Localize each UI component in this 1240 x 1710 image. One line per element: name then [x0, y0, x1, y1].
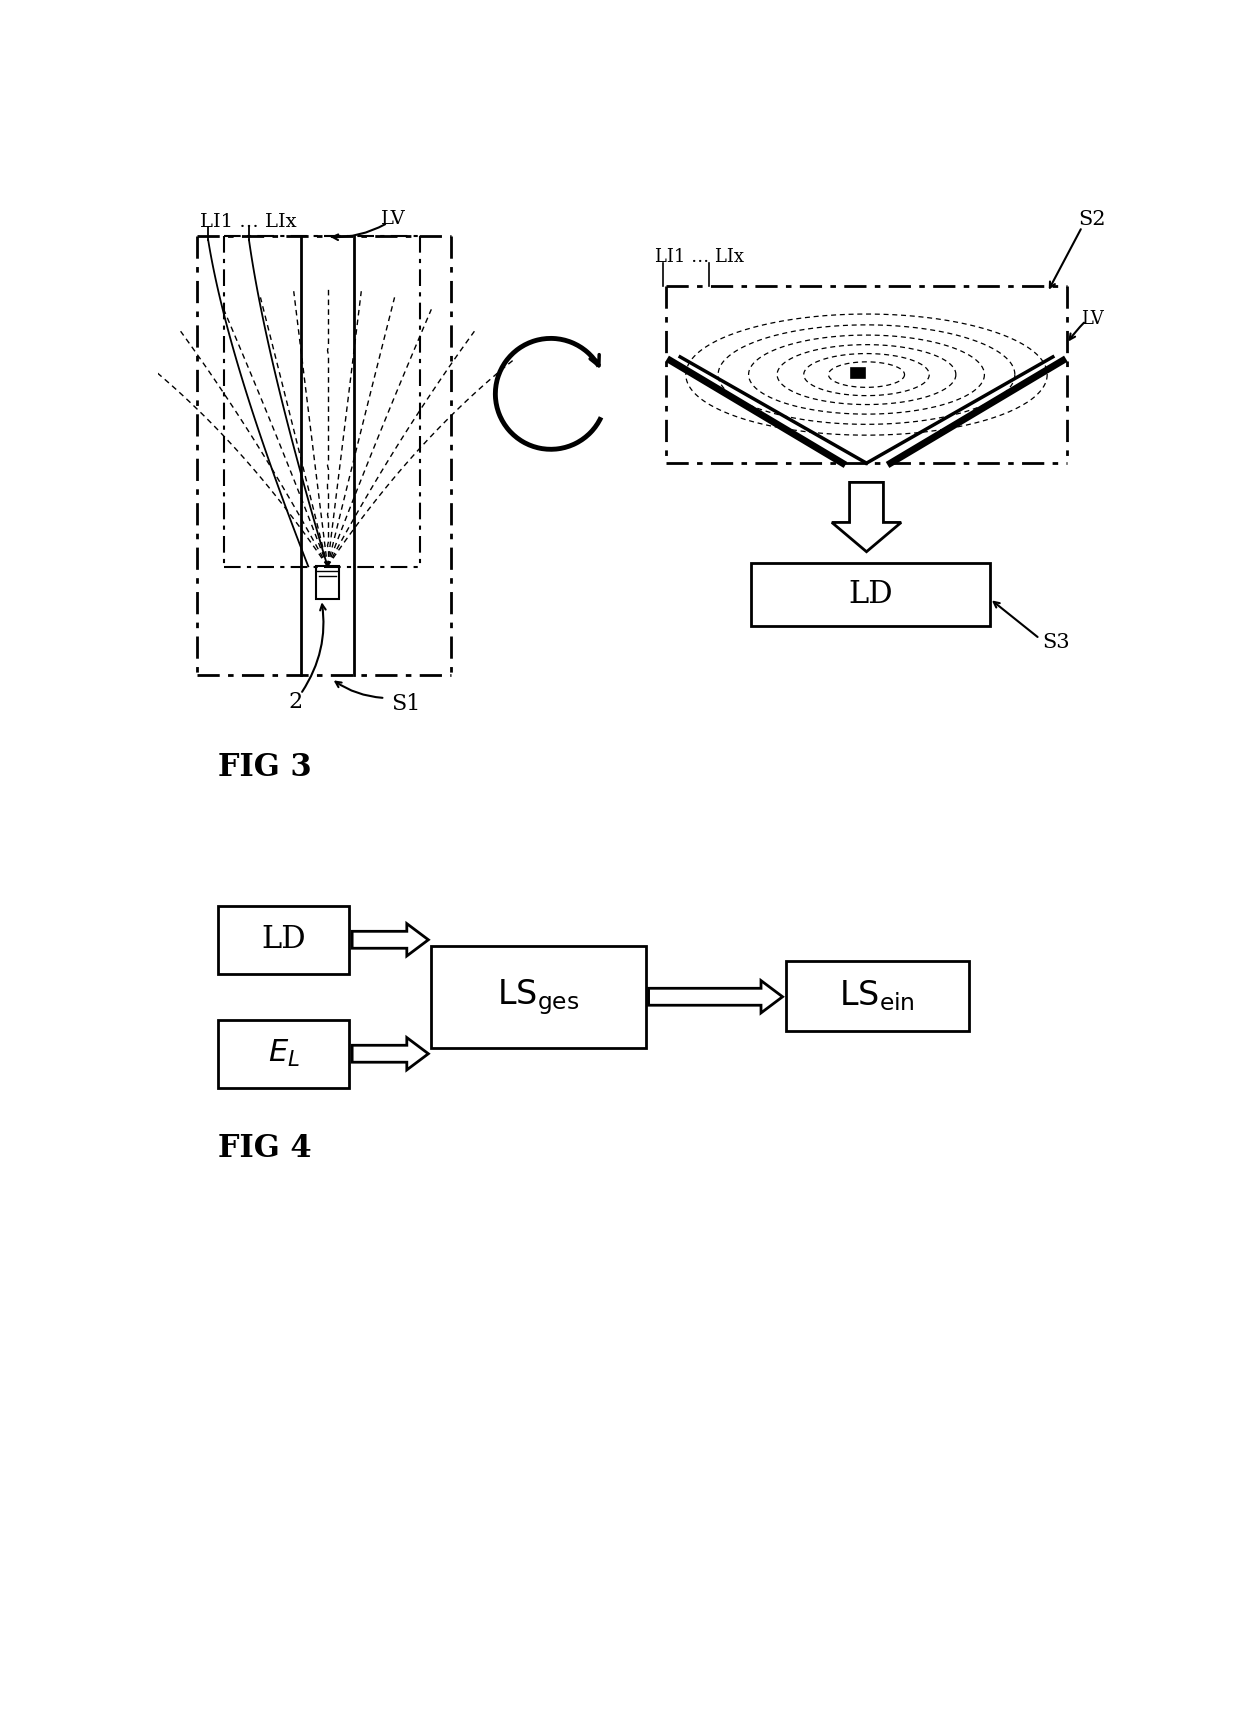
- Polygon shape: [352, 923, 428, 956]
- Text: S3: S3: [1042, 633, 1070, 652]
- Bar: [751, 563, 990, 626]
- Bar: [316, 566, 339, 598]
- Text: FIG 3: FIG 3: [218, 752, 312, 783]
- Bar: [218, 1019, 350, 1088]
- Text: $\mathrm{LS_{ein}}$: $\mathrm{LS_{ein}}$: [839, 978, 915, 1014]
- Text: LV: LV: [382, 210, 407, 227]
- Polygon shape: [649, 980, 782, 1012]
- Text: $\mathrm{LS_{ges}}$: $\mathrm{LS_{ges}}$: [497, 976, 579, 1017]
- Bar: [786, 961, 968, 1031]
- Text: S2: S2: [1079, 210, 1106, 229]
- Polygon shape: [832, 482, 901, 552]
- Text: LI1 … LIx: LI1 … LIx: [201, 214, 298, 231]
- Text: FIG 4: FIG 4: [218, 1134, 311, 1165]
- Text: LD: LD: [262, 925, 306, 956]
- Bar: [432, 946, 646, 1048]
- Text: LI1 … LIx: LI1 … LIx: [655, 248, 744, 265]
- Polygon shape: [352, 1038, 428, 1070]
- Text: 2: 2: [288, 691, 303, 713]
- Text: S1: S1: [391, 693, 420, 715]
- Bar: [851, 368, 866, 378]
- Text: $E_L$: $E_L$: [268, 1038, 300, 1069]
- Text: LV: LV: [1080, 310, 1104, 328]
- Text: LD: LD: [848, 580, 893, 610]
- Bar: [218, 906, 350, 973]
